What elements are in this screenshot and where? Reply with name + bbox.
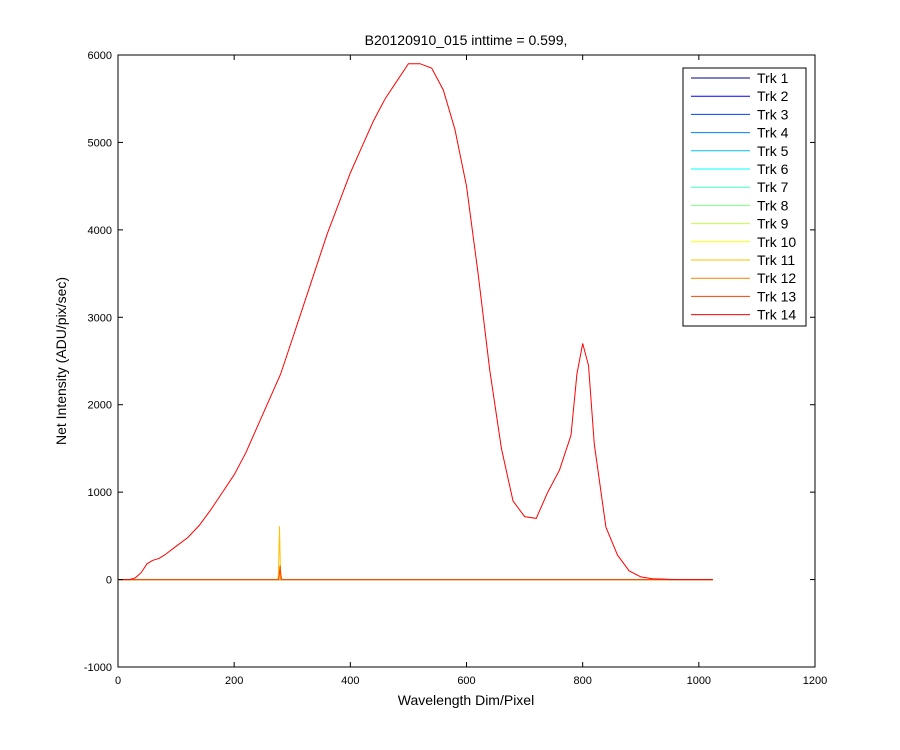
legend-label: Trk 6 [757,161,789,177]
y-tick-label: 4000 [88,225,112,237]
x-tick-label: 0 [115,675,121,687]
legend-label: Trk 4 [757,125,789,141]
legend-label: Trk 9 [757,216,789,232]
y-axis-label: Net Intensity (ADU/pix/sec) [53,277,69,445]
x-tick-label: 200 [225,675,243,687]
series-line-trk-13 [118,565,713,581]
series-line-trk-14 [118,63,713,581]
legend-label: Trk 7 [757,179,789,195]
y-tick-label: 6000 [88,50,112,62]
x-axis-label: Wavelength Dim/Pixel [398,692,534,708]
y-tick-label: 3000 [88,312,112,324]
legend-label: Trk 8 [757,197,789,213]
series-layer [118,63,713,581]
legend-label: Trk 12 [757,270,796,286]
legend-label: Trk 11 [757,252,795,268]
chart-title: B20120910_015 inttime = 0.599, [365,32,568,48]
legend: Trk 1 Trk 2 Trk 3 Trk 4 Trk 5 Trk 6 Trk 7 Trk 8… [682,67,807,327]
legend-label: Trk 5 [757,143,789,159]
legend-label: Trk 1 [757,70,789,86]
legend-label: Trk 2 [757,88,789,104]
legend-label: Trk 14 [757,307,796,323]
x-tick-label: 1200 [803,675,827,687]
x-tick-label: 600 [457,675,475,687]
legend-label: Trk 10 [757,234,796,250]
y-tick-label: 5000 [88,137,112,149]
x-tick-label: 400 [341,675,359,687]
axis-ticks: 0 200 400 600 800 1000 1200-100001000200030004… [84,50,827,687]
y-tick-label: 0 [106,575,112,587]
y-tick-label: 2000 [88,400,112,412]
legend-label: Trk 13 [757,288,796,304]
legend-box [682,67,807,327]
y-tick-label: -1000 [84,662,112,674]
y-tick-label: 1000 [88,487,112,499]
legend-label: Trk 3 [757,106,789,122]
x-tick-label: 800 [573,675,591,687]
x-tick-label: 1000 [687,675,711,687]
